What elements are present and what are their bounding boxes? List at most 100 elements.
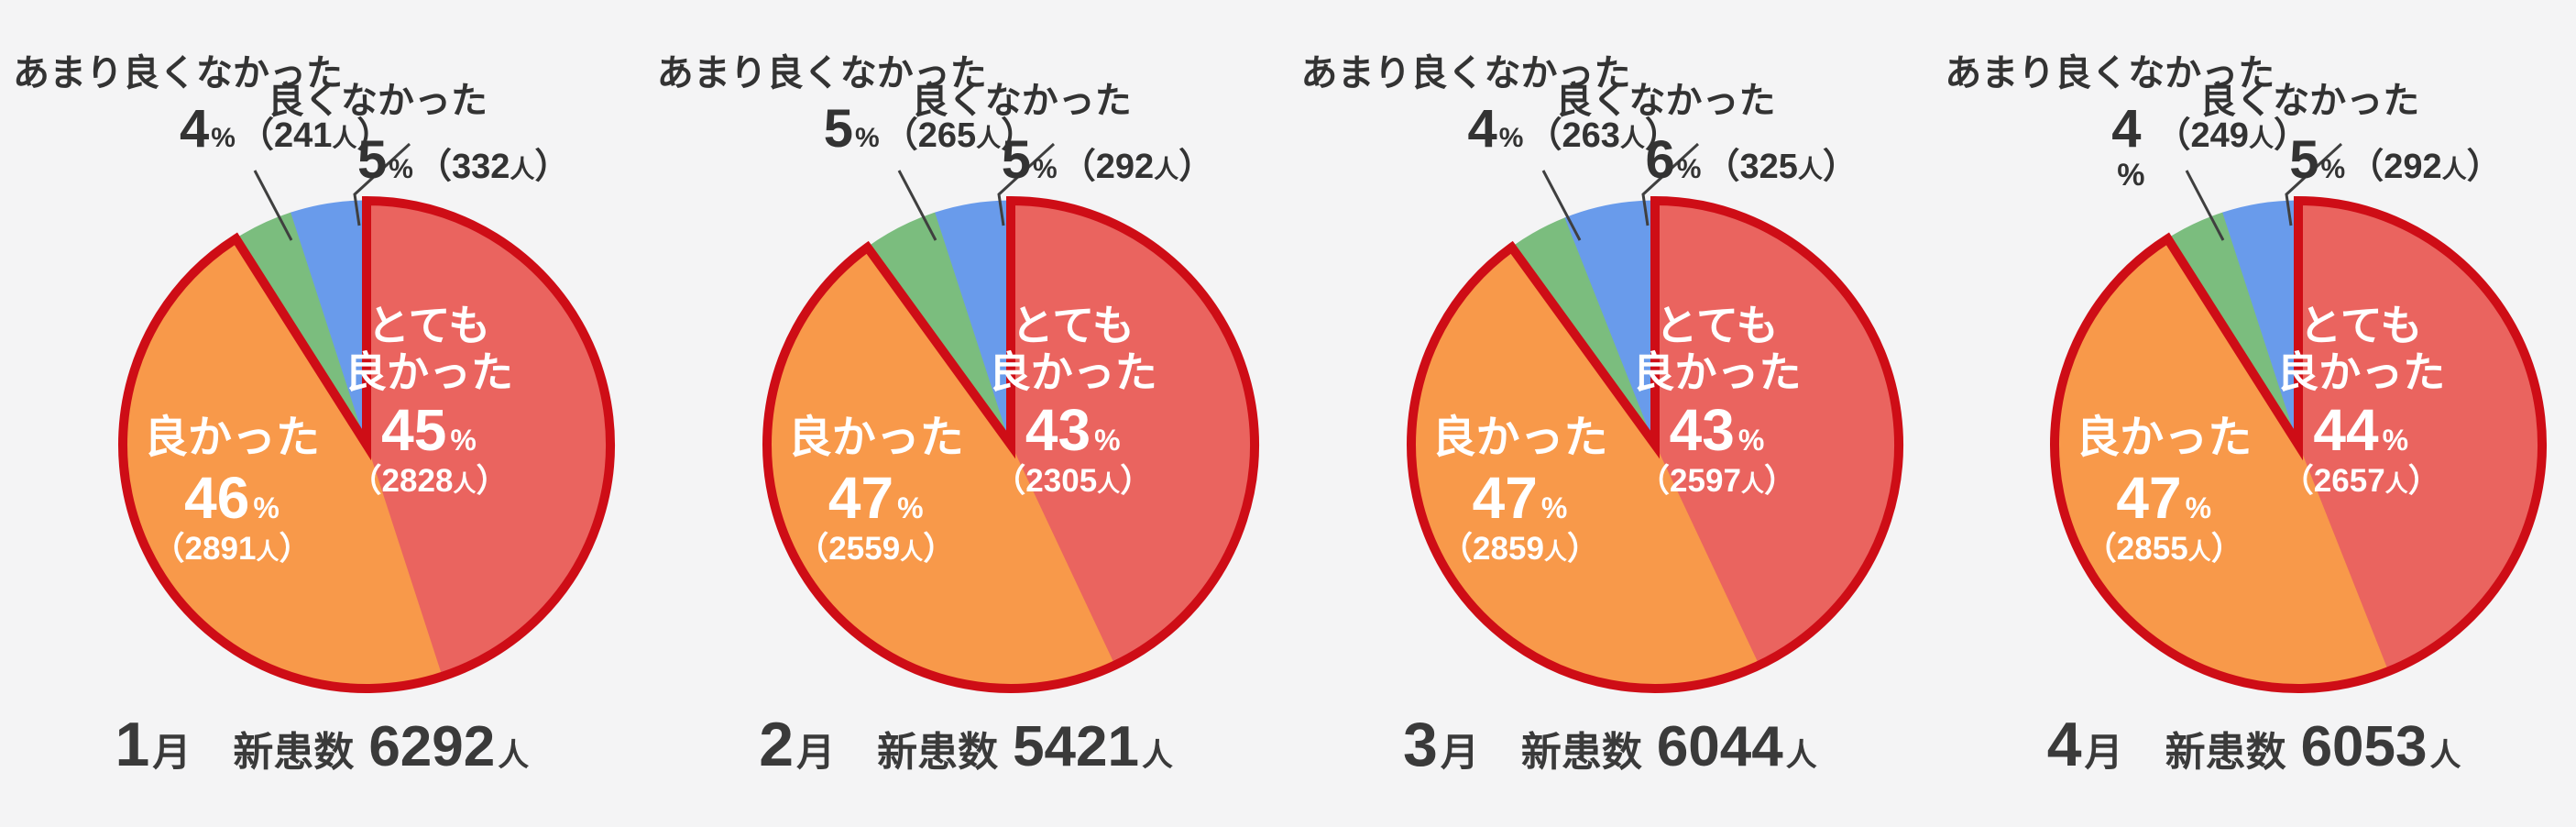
paren-close: ）	[2466, 148, 2502, 186]
unit-people: 人	[332, 125, 357, 152]
callout-label-not-good: 良くなかった	[1555, 81, 1776, 121]
paren-open: （	[882, 116, 918, 155]
good-pct: 47	[1472, 464, 1538, 531]
leader-line-not-good	[997, 142, 1055, 226]
paren-open: （	[238, 116, 274, 155]
good-pct: 46	[184, 464, 250, 531]
paren-close: ）	[2210, 531, 2243, 568]
paren-close: ）	[356, 116, 392, 155]
callout-pct-not-very-good: 4	[180, 99, 210, 159]
label-very-good: とても 良かった 45 % （ 2828 人 ）	[305, 303, 553, 500]
paren-close: ）	[1120, 463, 1153, 500]
unit-people: 人	[1097, 471, 1121, 498]
unit-people: 人	[1543, 539, 1567, 566]
good-count-row: （ 2855 人 ）	[2049, 532, 2278, 568]
very-good-count-row: （ 2597 人 ）	[1594, 464, 1841, 500]
very-good-pct: 45	[381, 397, 447, 464]
very-good-count-row: （ 2305 人 ）	[949, 464, 1197, 500]
percent-symbol: %	[450, 424, 477, 458]
chart-footer: 4 月 新患数 6053 人	[1932, 713, 2576, 777]
label-very-good-line2: 良かった	[988, 347, 1157, 396]
callout-label-not-very-good: あまり良くなかった	[1300, 53, 1631, 94]
unit-people: 人	[1619, 125, 1645, 152]
pie-chart-svg	[2050, 142, 2548, 693]
callout-count-not-very-good: 249	[2190, 116, 2249, 155]
month-number: 4	[2046, 710, 2082, 779]
good-pct: 47	[2116, 464, 2182, 531]
paren-open: （	[796, 531, 829, 568]
callout-pct-not-very-good: 5	[823, 99, 854, 159]
total-value: 5421	[1013, 715, 1140, 778]
very-good-pct-row: 45 %	[305, 397, 553, 464]
leader-line-not-good	[1640, 142, 1699, 226]
callout-pct-not-good: 5	[2289, 130, 2319, 190]
total-label: 新患数	[2165, 730, 2286, 775]
leader-line-not-very-good	[2185, 170, 2225, 241]
very-good-count: 2657	[2313, 463, 2385, 500]
paren-open: （	[416, 148, 452, 186]
percent-symbol: %	[1033, 154, 1058, 184]
good-count-row: （ 2559 人 ）	[762, 532, 991, 568]
unit-people: 人	[256, 539, 280, 566]
percent-symbol: %	[389, 154, 413, 184]
callout-value-not-good: 6 % （ 325 人 ）	[1646, 134, 1858, 188]
paren-close: ）	[1566, 531, 1599, 568]
good-count: 2891	[184, 531, 257, 568]
very-good-pct: 44	[2313, 397, 2379, 464]
paren-open: （	[2084, 531, 2117, 568]
percent-symbol: %	[897, 491, 924, 524]
paren-close: ）	[1001, 116, 1036, 155]
very-good-pct-row: 43 %	[949, 397, 1197, 464]
good-pct: 47	[828, 464, 894, 531]
callout-value-not-very-good: 4 % （ 241 人 ）	[180, 103, 391, 157]
percent-symbol: %	[1540, 491, 1568, 524]
label-good-line: 良かった	[143, 414, 320, 462]
callout-count-not-very-good: 241	[273, 116, 333, 155]
good-count: 2559	[828, 531, 901, 568]
good-pct-row: 46 %	[117, 464, 346, 531]
label-very-good-line2: 良かった	[1632, 347, 1802, 396]
paren-open: （	[1527, 116, 1562, 155]
paren-close: ）	[534, 148, 570, 186]
label-very-good: とても 良かった 44 % （ 2657 人 ）	[2237, 303, 2484, 500]
unit-people: 人	[2384, 471, 2408, 498]
very-good-count: 2597	[1670, 463, 1741, 500]
callout-label-not-very-good: あまり良くなかった	[13, 53, 343, 94]
pie-highlight-outline	[1406, 195, 1903, 693]
chart-footer: 2 月 新患数 5421 人	[644, 713, 1288, 777]
label-good-line: 良かった	[1431, 414, 1608, 462]
unit-people: 人	[2187, 539, 2211, 566]
label-very-good-line2: 良かった	[345, 347, 513, 396]
unit-people: 人	[510, 156, 535, 183]
percent-symbol: %	[1498, 123, 1524, 153]
paren-open: （	[1060, 148, 1096, 186]
very-good-pct-row: 43 %	[1594, 400, 1841, 460]
paren-open: （	[152, 531, 185, 568]
pie-highlight-outline	[118, 195, 615, 693]
leader-line-not-good	[2285, 142, 2343, 226]
callout-count-not-good: 332	[451, 148, 510, 186]
paren-close: ）	[1178, 148, 1214, 186]
very-good-pct: 43	[1025, 397, 1091, 464]
callout-count-not-good: 292	[2384, 148, 2442, 186]
callout-label-not-good: 良くなかった	[911, 81, 1132, 121]
percent-symbol: %	[2117, 158, 2145, 193]
very-good-pct-row: 44 %	[2237, 397, 2484, 464]
good-count-row: （ 2891 人 ）	[117, 532, 346, 568]
callout-pct-not-good: 5	[1001, 130, 1032, 190]
pie-chart-svg	[118, 142, 615, 693]
unit-people: 人	[1797, 156, 1823, 183]
callout-value-not-good: 5 % （ 292 人 ）	[1002, 134, 1213, 188]
good-pct-row: 47 %	[762, 464, 991, 531]
callout-pct-not-very-good: 4	[1467, 99, 1497, 159]
percent-symbol: %	[1094, 424, 1121, 458]
unit-people: 人	[2248, 125, 2274, 152]
total-label: 新患数	[233, 730, 355, 775]
leader-line-not-very-good	[1541, 170, 1581, 241]
label-very-good-line2: 良かった	[2276, 347, 2446, 396]
label-very-good-line1: とても	[1655, 302, 1779, 349]
percent-symbol: %	[855, 123, 880, 153]
label-good-line: 良かった	[787, 414, 964, 462]
paren-open: （	[1441, 531, 1474, 568]
